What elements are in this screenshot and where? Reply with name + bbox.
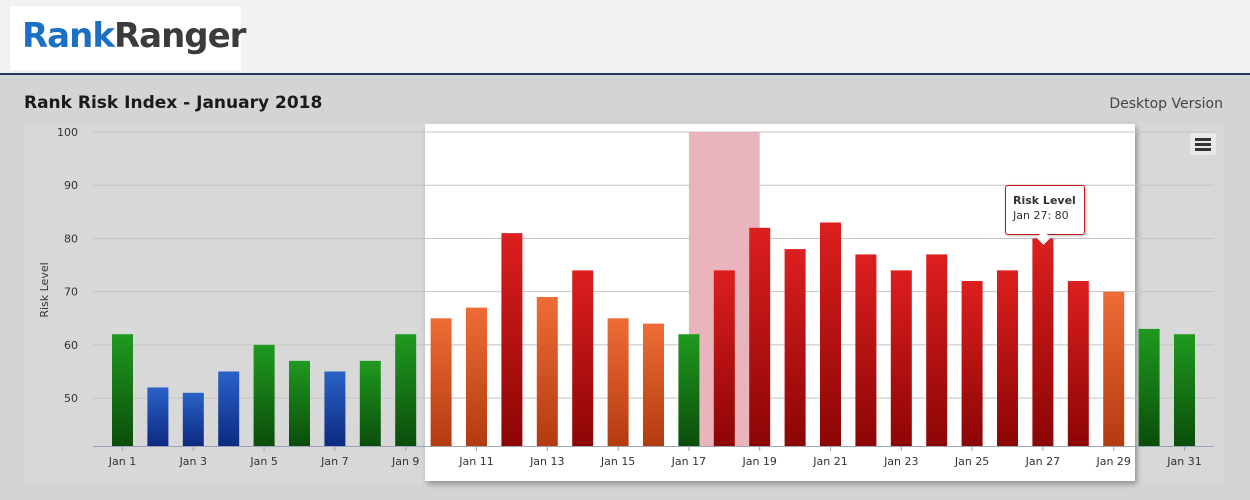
bar-jan-3[interactable] [182, 392, 204, 446]
y-axis-label: Risk Level [38, 262, 51, 317]
tooltip-value: Jan 27: 80 [1013, 209, 1069, 222]
bar-jan-11[interactable] [466, 307, 487, 446]
bar-jan-25[interactable] [961, 281, 983, 446]
risk-tooltip: Risk Level Jan 27: 80 [1005, 185, 1085, 247]
bar-jan-10[interactable] [430, 318, 452, 446]
bar-jan-26[interactable] [997, 270, 1018, 446]
x-tick-label: Jan 5 [249, 455, 277, 468]
bar-jan-13[interactable] [536, 296, 558, 446]
bar-jan-7[interactable] [324, 371, 346, 446]
bar-jan-31[interactable] [1174, 334, 1195, 446]
hamburger-menu-icon-line [1195, 143, 1211, 146]
bar-jan-18[interactable] [713, 270, 735, 446]
bar-jan-22[interactable] [855, 254, 877, 446]
x-tick-label: Jan 7 [320, 455, 348, 468]
hamburger-menu-icon-line [1195, 148, 1211, 151]
bar-jan-2[interactable] [147, 387, 169, 446]
x-tick-label: Jan 9 [391, 455, 419, 468]
x-tick-label: Jan 17 [671, 455, 706, 468]
version-label[interactable]: Desktop Version [1109, 96, 1223, 112]
y-tick-label: 70 [64, 286, 78, 299]
x-tick-label: Jan 1 [108, 455, 136, 468]
x-tick-label: Jan 25 [954, 455, 989, 468]
y-tick-label: 90 [64, 179, 78, 192]
bar-jan-6[interactable] [289, 360, 310, 446]
bar-jan-15[interactable] [607, 318, 629, 446]
bar-jan-20[interactable] [784, 249, 806, 446]
x-tick-label: Jan 11 [458, 455, 493, 468]
y-tick-label: 50 [64, 392, 78, 405]
bars-group [112, 222, 1195, 446]
bar-jan-23[interactable] [890, 270, 912, 446]
y-tick-label: 60 [64, 339, 78, 352]
bar-jan-21[interactable] [820, 222, 841, 446]
top-bar: RankRanger [0, 0, 1250, 75]
bar-jan-17[interactable] [678, 334, 700, 446]
rankranger-logo: RankRanger [22, 16, 246, 56]
y-tick-label: 100 [57, 126, 78, 139]
x-axis: Jan 1 Jan 3 Jan 5 Jan 7 Jan 9 Jan 11 Jan 13 Jan… [93, 446, 1214, 468]
x-tick-label: Jan 23 [883, 455, 918, 468]
bar-jan-16[interactable] [643, 323, 664, 446]
bar-jan-1[interactable] [112, 334, 133, 446]
x-tick-label: Jan 27 [1025, 455, 1060, 468]
bar-jan-8[interactable] [359, 360, 381, 446]
x-tick-label: Jan 3 [179, 455, 207, 468]
bar-jan-24[interactable] [926, 254, 948, 446]
bar-jan-4[interactable] [218, 371, 240, 446]
bar-jan-30[interactable] [1138, 328, 1160, 446]
bar-jan-27[interactable] [1032, 238, 1054, 446]
y-axis: 50 60 70 80 90 100 [57, 126, 78, 405]
logo-box[interactable]: RankRanger [10, 6, 246, 70]
bar-jan-29[interactable] [1103, 291, 1125, 446]
bar-jan-12[interactable] [501, 233, 523, 446]
y-tick-label: 80 [64, 232, 78, 245]
logo-rank-text: Rank [22, 16, 115, 56]
bar-jan-9[interactable] [395, 334, 417, 446]
bar-jan-19[interactable] [749, 227, 771, 446]
chart-menu-button[interactable] [1190, 133, 1216, 155]
bar-jan-14[interactable] [572, 270, 594, 446]
x-tick-label: Jan 21 [812, 455, 847, 468]
x-tick-label: Jan 15 [600, 455, 635, 468]
zoom-panel [425, 124, 1135, 481]
tooltip-title: Risk Level [1013, 194, 1076, 207]
hamburger-menu-icon [1195, 138, 1211, 141]
bar-jan-28[interactable] [1067, 281, 1089, 446]
logo-ranger-text: Ranger [113, 16, 246, 56]
x-tick-label: Jan 29 [1095, 455, 1130, 468]
x-tick-label: Jan 19 [741, 455, 776, 468]
bar-jan-5[interactable] [253, 344, 275, 446]
x-tick-label: Jan 31 [1166, 455, 1201, 468]
page-title: Rank Risk Index - January 2018 [24, 93, 323, 113]
x-tick-label: Jan 13 [529, 455, 564, 468]
